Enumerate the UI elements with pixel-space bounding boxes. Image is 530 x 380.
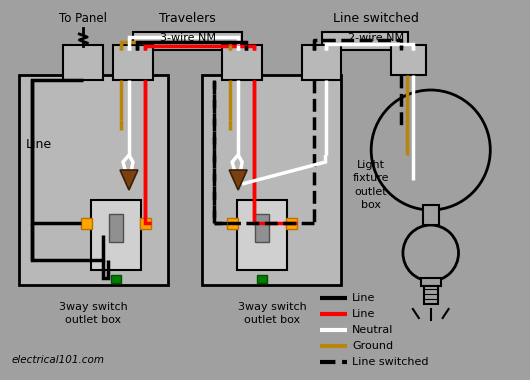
Text: electrical101.com: electrical101.com [12,355,105,365]
Text: Neutral: Neutral [352,325,394,335]
Bar [302,45,341,80]
Bar [133,32,242,50]
Text: 3way switch
outlet box: 3way switch outlet box [237,302,306,325]
Text: Line: Line [352,293,376,303]
Bar [64,45,103,80]
Bar [81,218,92,229]
Circle shape [371,90,490,210]
Bar [391,45,426,75]
Bar [421,278,440,286]
Text: Light
fixture
outlet
box: Light fixture outlet box [353,160,390,210]
Text: Line: Line [352,309,376,319]
Polygon shape [229,170,247,190]
Bar [140,218,151,229]
Bar [322,32,408,50]
Text: Ground: Ground [352,341,393,351]
Text: Line: Line [25,138,52,152]
Text: Line switched: Line switched [352,357,429,367]
Bar [113,45,153,80]
Circle shape [403,225,458,281]
Bar [424,286,438,304]
Text: 3way switch
outlet box: 3way switch outlet box [59,302,128,325]
Bar [19,75,167,285]
Bar [237,200,287,270]
Text: 2-wire NM: 2-wire NM [348,33,404,43]
Text: 3-wire NM: 3-wire NM [160,33,216,43]
Bar [222,45,262,80]
Bar [202,75,341,285]
Bar [109,214,123,242]
Bar [255,214,269,242]
Bar [257,275,267,283]
Text: Travelers: Travelers [159,11,216,24]
Bar [91,200,141,270]
Bar [227,218,238,229]
Text: Line switched: Line switched [333,11,419,24]
Bar [423,205,439,225]
Text: To Panel: To Panel [59,11,107,24]
Bar [286,218,297,229]
Bar [111,275,121,283]
Polygon shape [120,170,138,190]
